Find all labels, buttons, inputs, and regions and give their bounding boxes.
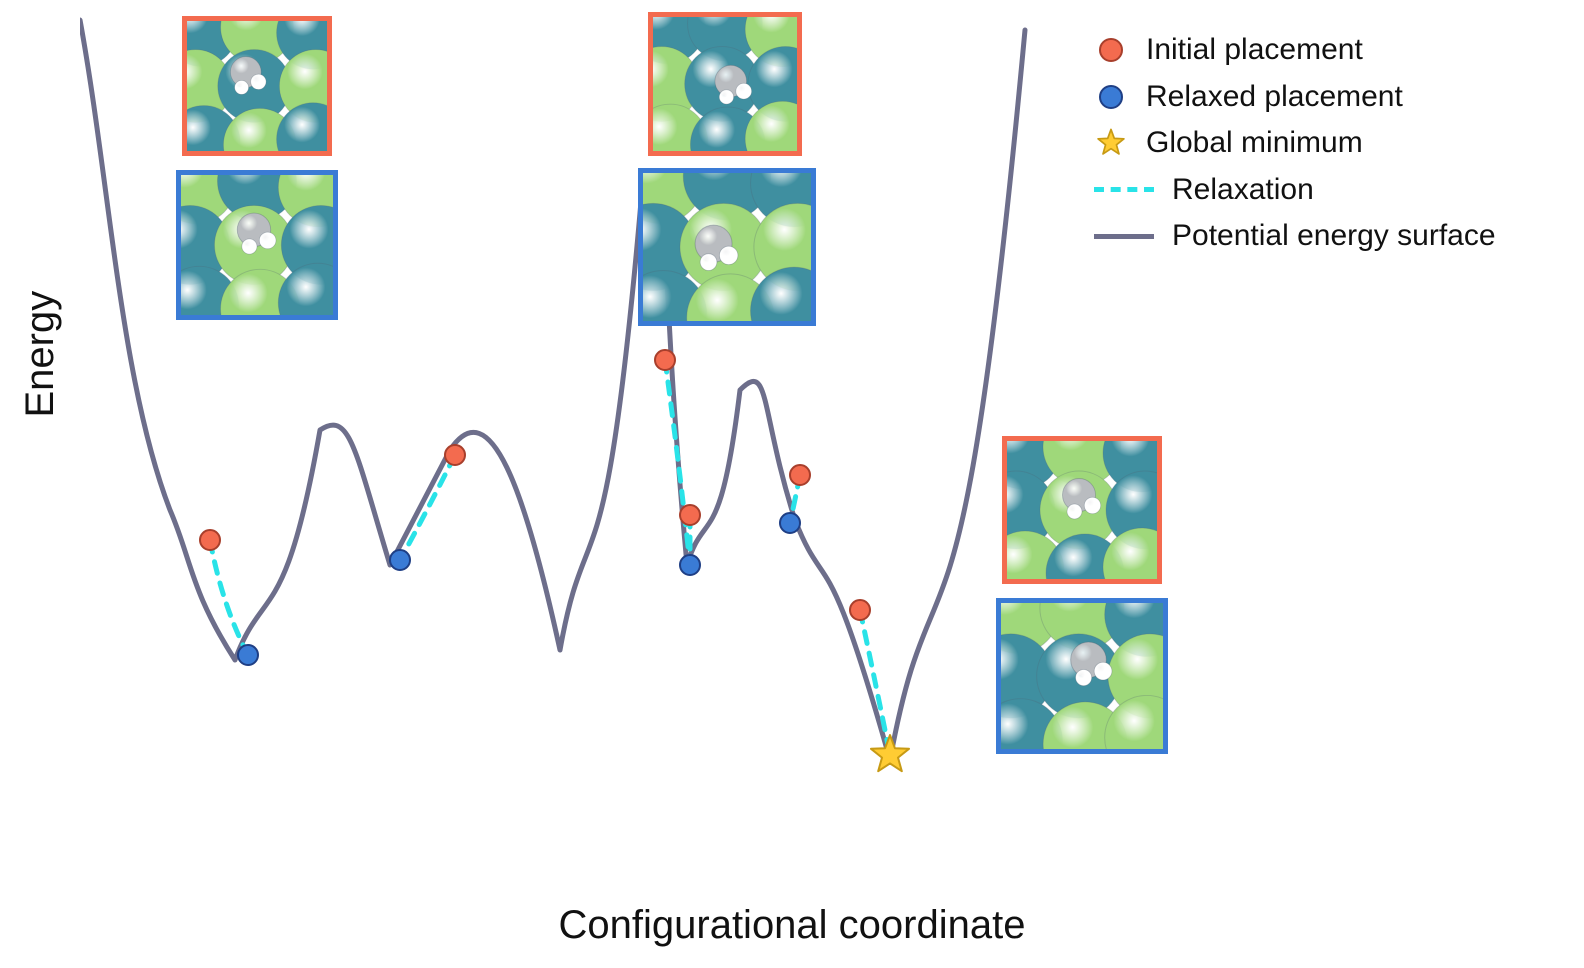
- x-axis-label: Configurational coordinate: [0, 903, 1584, 948]
- star-icon: [1094, 126, 1128, 160]
- relaxation-paths: [210, 360, 890, 755]
- legend-row-relaxed: Relaxed placement: [1094, 77, 1514, 118]
- figure-root: Energy Configurational coordinate Initia…: [0, 0, 1584, 968]
- inset-pair1_initial: [182, 16, 332, 156]
- inset-pair3_relaxed: [996, 598, 1168, 754]
- legend-label: Relaxation: [1172, 170, 1314, 211]
- inset-pair2_relaxed: [638, 168, 816, 326]
- legend-label: Relaxed placement: [1146, 77, 1403, 118]
- inset-pair2_initial: [648, 12, 802, 156]
- legend-label: Potential energy surface: [1172, 216, 1496, 257]
- legend-row-relaxation: Relaxation: [1094, 170, 1514, 211]
- legend-row-pes: Potential energy surface: [1094, 216, 1514, 257]
- relaxed-markers: [238, 513, 800, 665]
- circle-icon: [1094, 80, 1128, 114]
- dashed-line-icon: [1094, 173, 1154, 207]
- legend-row-global: Global minimum: [1094, 123, 1514, 164]
- y-axis-label: Energy: [18, 291, 63, 418]
- inset-pair1_relaxed: [176, 170, 338, 320]
- legend: Initial placement Relaxed placement Glob…: [1094, 30, 1514, 263]
- initial-markers: [200, 350, 870, 620]
- legend-label: Global minimum: [1146, 123, 1363, 164]
- legend-label: Initial placement: [1146, 30, 1363, 71]
- legend-row-initial: Initial placement: [1094, 30, 1514, 71]
- solid-line-icon: [1094, 219, 1154, 253]
- circle-icon: [1094, 33, 1128, 67]
- inset-pair3_initial: [1002, 436, 1162, 584]
- global-minimum-marker: [871, 735, 909, 771]
